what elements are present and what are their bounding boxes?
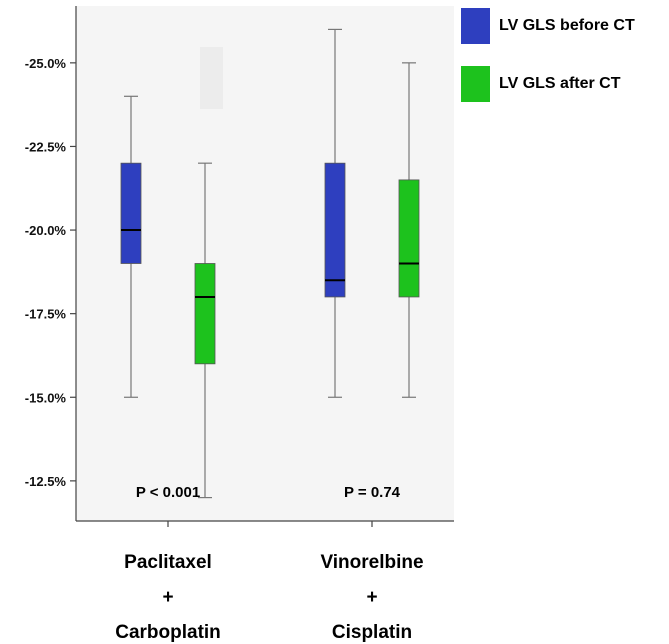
- legend-item-before: LV GLS before CT: [461, 8, 666, 44]
- box-s1-g1: [398, 179, 420, 298]
- category-label-0-line-1: +: [162, 587, 173, 608]
- legend-item-after: LV GLS after CT: [461, 66, 666, 102]
- category-label-0-line-0: Paclitaxel: [124, 552, 212, 573]
- category-label-1-line-2: Cisplatin: [332, 622, 412, 643]
- box-s1-g0: [194, 263, 216, 365]
- category-label-1-line-1: +: [366, 587, 377, 608]
- y-tick-label-4: -15.0%: [25, 390, 67, 405]
- category-label-1-line-0: Vinorelbine: [320, 552, 423, 573]
- p-value-annotation-1: P = 0.74: [344, 484, 401, 501]
- p-value-annotation-0: P < 0.001: [136, 484, 200, 501]
- legend-swatch-before: [461, 8, 490, 44]
- y-tick-label-5: -12.5%: [25, 474, 67, 489]
- faint-artifact: [200, 47, 223, 109]
- box-s0-g1: [324, 162, 346, 298]
- box-s0-g0: [120, 162, 142, 264]
- legend-swatch-after: [461, 66, 490, 102]
- boxes: [120, 28, 420, 499]
- labels: Paclitaxel + Carboplatin Vinorelbine + Cispla…: [115, 484, 423, 643]
- legend: LV GLS before CT LV GLS after CT: [461, 8, 666, 124]
- legend-label-before: LV GLS before CT: [499, 17, 635, 34]
- legend-label-after: LV GLS after CT: [499, 75, 621, 92]
- y-tick-label-0: -25.0%: [25, 56, 67, 71]
- y-tick-label-2: -20.0%: [25, 223, 67, 238]
- y-tick-label-1: -22.5%: [25, 139, 67, 154]
- category-label-0-line-2: Carboplatin: [115, 622, 221, 643]
- y-tick-label-3: -17.5%: [25, 307, 67, 322]
- y-ticks: -25.0% -22.5% -20.0% -17.5% -15.0% -12.5%: [25, 56, 76, 489]
